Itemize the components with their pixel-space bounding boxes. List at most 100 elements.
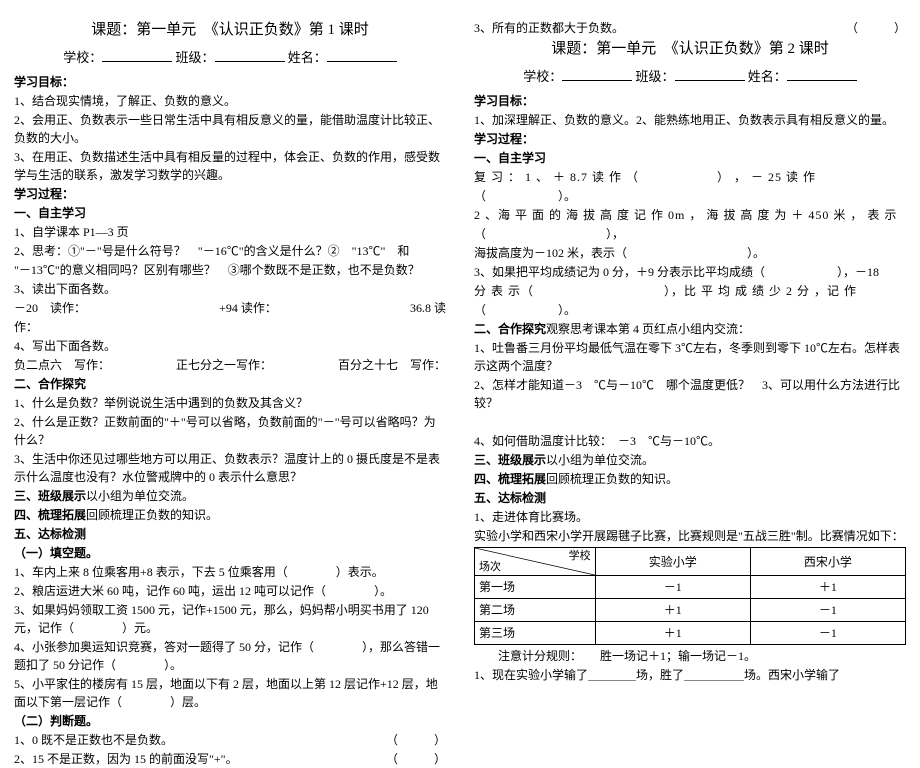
s5-head-2: 五、达标检测 [474, 489, 906, 507]
diag-cell: 学校 场次 [475, 548, 596, 576]
s2-head-1: 二、合作探究 [14, 375, 446, 393]
s3-line-1: 三、班级展示以小组为单位交流。 [14, 487, 446, 505]
s1-item-4: 4、写出下面各数。 [14, 337, 446, 355]
paren-1: （ ） [386, 731, 446, 749]
col-head-2: 西宋小学 [750, 548, 905, 576]
row3-b: －1 [750, 622, 905, 645]
s2-3: 3、生活中你还见过哪些地方可以用正、负数表示？温度计上的 0 摄氏度是不是表示什… [14, 450, 446, 486]
paren-3: （ ） [846, 19, 906, 37]
r-s1-2a: 2 、海 平 面 的 海 拔 高 度 记 作 0m ， 海 拔 高 度 为 ＋ … [474, 206, 906, 224]
diag-top: 学校 [569, 548, 591, 565]
r-s1-1b: （ ）。 [474, 187, 906, 205]
s5a-2: 2、粮店运进大米 60 吨，记作 60 吨，运出 12 吨可以记作（ ）。 [14, 582, 446, 600]
lesson-title-2: 课题：第一单元 《认识正负数》第 2 课时 [474, 38, 906, 61]
row1-b: ＋1 [750, 576, 905, 599]
col-head-1: 实验小学 [595, 548, 750, 576]
s2-head-2: 二、合作探究 [474, 322, 546, 336]
goal-1: 1、结合现实情境，了解正、负数的意义。 [14, 92, 446, 110]
school-label: 学校： [63, 50, 102, 65]
s2-body-2: 观察思考课本第 4 页红点小组内交流： [546, 322, 750, 336]
write-b: 正七分之一写作： [176, 356, 272, 374]
s1-item-2a: 2、思考：①"－"号是什么符号？ "－16℃"的含义是什么？② "13℃" 和 [14, 242, 446, 260]
school-blank [102, 49, 172, 62]
class-blank [215, 49, 285, 62]
score-note: 注意计分规则： 胜一场记＋1；输一场记－1。 [474, 647, 906, 665]
r-s2-2: 2、怎样才能知道－3 ℃与－10℃ 哪个温度更低？ 3、可以用什么方法进行比较？ [474, 376, 906, 412]
r-s5-1b: 实验小学和西宋小学开展踢毽子比赛，比赛规则是"五战三胜"制。比赛情况如下： [474, 527, 906, 545]
table-row: 第一场 －1 ＋1 [475, 576, 906, 599]
paren-2: （ ） [386, 750, 446, 768]
r-s1-2b: （ ）， [474, 225, 906, 243]
proc-head-2: 学习过程： [474, 130, 906, 148]
write-c: 百分之十七 写作： [338, 356, 446, 374]
read-c: 36.8 读 [410, 299, 446, 317]
school-label-2: 学校： [523, 69, 562, 84]
r-q1: 1、现在实验小学输了＿＿＿＿场，胜了＿＿＿＿＿场。西宋小学输了 [474, 666, 906, 684]
goal-2: 2、会用正、负数表示一些日常生活中具有相反意义的量，能借助温度计比较正、负数的大… [14, 111, 446, 147]
row3-a: ＋1 [595, 622, 750, 645]
s2-1: 1、什么是负数？举例说说生活中遇到的负数及其含义？ [14, 394, 446, 412]
score-table: 学校 场次 实验小学 西宋小学 第一场 －1 ＋1 第二场 ＋1 －1 第三场 … [474, 547, 906, 645]
s4-head-2: 四、梳理拓展 [474, 472, 546, 486]
name-label: 姓名： [288, 50, 327, 65]
r-s1-3b: 分 表 示（ ），比 平 均 成 绩 少 2 分 ，记 作 [474, 282, 906, 300]
goal-3: 3、在用正、负数描述生活中具有相反量的过程中，体会正、负数的作用，感受数学与生活… [14, 148, 446, 184]
s4-line-2: 四、梳理拓展回顾梳理正负数的知识。 [474, 470, 906, 488]
right-page: 3、所有的正数都大于负数。 （ ） 课题：第一单元 《认识正负数》第 2 课时 学… [460, 0, 920, 651]
goals-2: 1、加深理解正、负数的意义。2、能熟练地用正、负数表示具有相反意义的量。 [474, 111, 906, 129]
s4-body-2: 回顾梳理正负数的知识。 [546, 472, 678, 486]
goals-head-2: 学习目标： [474, 92, 906, 110]
s3-head-2: 三、班级展示 [474, 453, 546, 467]
s5b-2-text: 2、15 不是正数，因为 15 的前面没写"+"。 [14, 752, 238, 766]
s4-line-1: 四、梳理拓展回顾梳理正负数的知识。 [14, 506, 446, 524]
r-s5-1: 1、走进体育比赛场。 [474, 508, 906, 526]
s4-body-1: 回顾梳理正负数的知识。 [86, 508, 218, 522]
s3-head-1: 三、班级展示 [14, 489, 86, 503]
row1-label: 第一场 [475, 576, 596, 599]
class-blank-2 [675, 68, 745, 81]
write-row: 负二点六 写作： 正七分之一写作： 百分之十七 写作： [14, 356, 446, 374]
s4-head-1: 四、梳理拓展 [14, 508, 86, 522]
r-s1-3a: 3、如果把平均成绩记为 0 分，＋9 分表示比平均成绩（ ），－18 [474, 263, 906, 281]
s5a-1: 1、车内上来 8 位乘客用+8 表示，下去 5 位乘客用（ ）表示。 [14, 563, 446, 581]
row3-label: 第三场 [475, 622, 596, 645]
read-tail: 作： [14, 318, 446, 336]
s5b-2: 2、15 不是正数，因为 15 的前面没写"+"。 （ ） [14, 750, 446, 768]
left-page: 课题：第一单元 《认识正负数》第 1 课时 学校： 班级： 姓名： 学习目标： … [0, 0, 460, 651]
student-info-line-1: 学校： 班级： 姓名： [14, 48, 446, 68]
s2-line-2: 二、合作探究观察思考课本第 4 页红点小组内交流： [474, 320, 906, 338]
s5b-head: （二）判断题。 [14, 712, 446, 730]
table-row: 第二场 ＋1 －1 [475, 599, 906, 622]
class-label-2: 班级： [635, 69, 674, 84]
name-blank [327, 49, 397, 62]
row1-a: －1 [595, 576, 750, 599]
s5a-head: （一）填空题。 [14, 544, 446, 562]
read-row: －20 读作： +94 读作： 36.8 读 [14, 299, 446, 317]
read-b: +94 读作： [219, 299, 277, 317]
s5-head-1: 五、达标检测 [14, 525, 446, 543]
s1-item-3: 3、读出下面各数。 [14, 280, 446, 298]
class-label: 班级： [175, 50, 214, 65]
table-row: 第三场 ＋1 －1 [475, 622, 906, 645]
name-label-2: 姓名： [748, 69, 787, 84]
top-item: 3、所有的正数都大于负数。 （ ） [474, 19, 906, 37]
diag-bottom: 场次 [479, 559, 501, 576]
s2-2: 2、什么是正数？正数前面的"＋"号可以省略，负数前面的"－"号可以省略吗？为什么… [14, 413, 446, 449]
s1-item-1: 1、自学课本 P1—3 页 [14, 223, 446, 241]
proc-head-1: 学习过程： [14, 185, 446, 203]
r-s1-1a: 复 习 ： 1 、 ＋ 8.7 读 作 （ ） ， － 25 读 作 [474, 168, 906, 186]
school-blank-2 [562, 68, 632, 81]
row2-b: －1 [750, 599, 905, 622]
s5b-1: 1、0 既不是正数也不是负数。 （ ） [14, 731, 446, 749]
lesson-title-1: 课题：第一单元 《认识正负数》第 1 课时 [14, 19, 446, 42]
s5a-3: 3、如果妈妈领取工资 1500 元，记作+1500 元，那么，妈妈帮小明买书用了… [14, 601, 446, 637]
name-blank-2 [787, 68, 857, 81]
s5b-1-text: 1、0 既不是正数也不是负数。 [14, 733, 173, 747]
r-s1-2c: 海拔高度为－102 米，表示（ ）。 [474, 244, 906, 262]
student-info-line-2: 学校： 班级： 姓名： [474, 67, 906, 87]
goals-head-1: 学习目标： [14, 73, 446, 91]
read-a: －20 读作： [14, 299, 86, 317]
s3-body-2: 以小组为单位交流。 [546, 453, 654, 467]
table-row: 学校 场次 实验小学 西宋小学 [475, 548, 906, 576]
top-item-text: 3、所有的正数都大于负数。 [474, 21, 624, 35]
